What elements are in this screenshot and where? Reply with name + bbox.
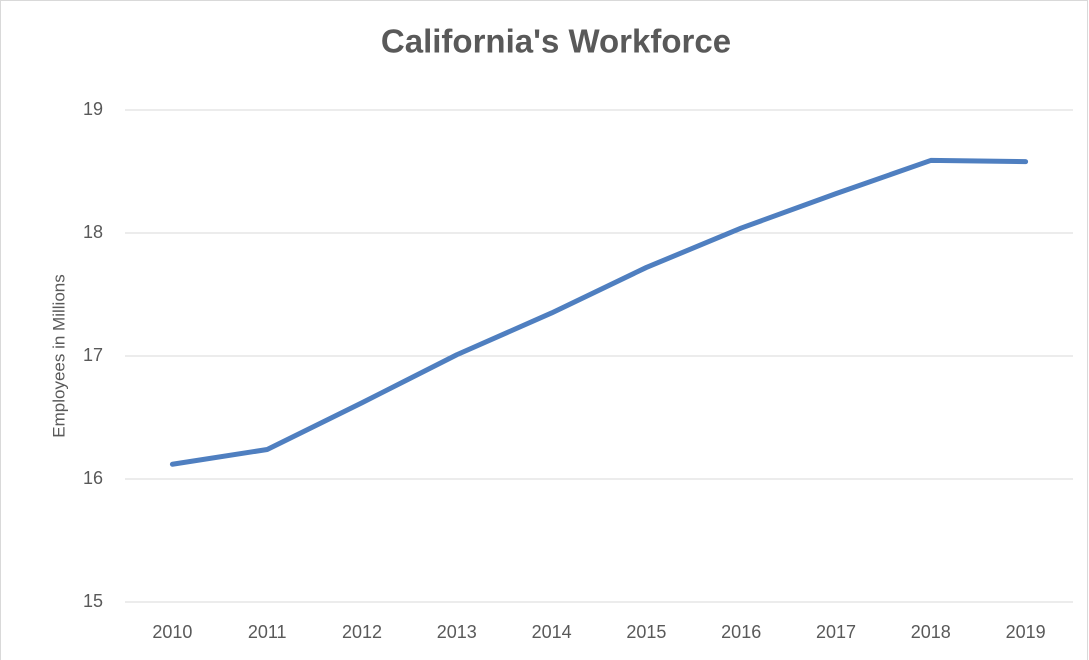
- x-tick-label: 2015: [626, 622, 666, 642]
- x-tick-label: 2010: [152, 622, 192, 642]
- y-tick-label: 16: [83, 468, 103, 488]
- x-tick-label: 2012: [342, 622, 382, 642]
- y-tick-label: 18: [83, 222, 103, 242]
- y-tick-label: 19: [83, 99, 103, 119]
- x-tick-label: 2016: [721, 622, 761, 642]
- chart-title: California's Workforce: [381, 23, 731, 60]
- y-axis-label: Employees in Millions: [49, 274, 68, 437]
- x-tick-label: 2018: [911, 622, 951, 642]
- x-tick-label: 2014: [532, 622, 572, 642]
- y-tick-label: 17: [83, 345, 103, 365]
- data-line: [169, 157, 1029, 467]
- x-tick-label: 2017: [816, 622, 856, 642]
- y-tick-label: 15: [83, 591, 103, 611]
- x-tick-label: 2013: [437, 622, 477, 642]
- x-tick-label: 2011: [248, 622, 287, 642]
- x-tick-label: 2019: [1006, 622, 1046, 642]
